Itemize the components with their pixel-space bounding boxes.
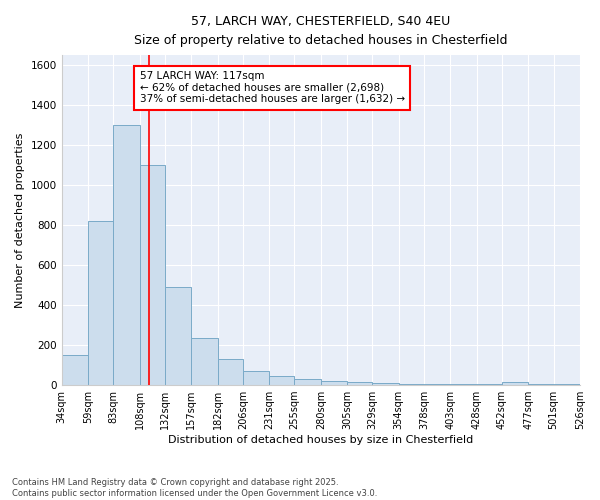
Bar — [165, 287, 191, 385]
Bar — [88, 221, 113, 385]
Bar — [140, 165, 165, 385]
Y-axis label: Number of detached properties: Number of detached properties — [15, 132, 25, 308]
Bar — [373, 383, 399, 385]
Bar — [191, 338, 218, 385]
X-axis label: Distribution of detached houses by size in Chesterfield: Distribution of detached houses by size … — [168, 435, 473, 445]
Text: Contains HM Land Registry data © Crown copyright and database right 2025.
Contai: Contains HM Land Registry data © Crown c… — [12, 478, 377, 498]
Bar — [477, 384, 502, 385]
Bar — [295, 379, 321, 385]
Bar — [218, 359, 243, 385]
Bar — [62, 355, 88, 385]
Title: 57, LARCH WAY, CHESTERFIELD, S40 4EU
Size of property relative to detached house: 57, LARCH WAY, CHESTERFIELD, S40 4EU Siz… — [134, 15, 508, 47]
Bar — [269, 376, 295, 385]
Bar — [451, 384, 477, 385]
Bar — [554, 384, 580, 385]
Bar — [243, 371, 269, 385]
Bar — [424, 384, 451, 385]
Bar — [321, 381, 347, 385]
Bar — [113, 125, 140, 385]
Bar — [347, 382, 373, 385]
Bar — [529, 384, 554, 385]
Bar — [502, 382, 529, 385]
Bar — [399, 384, 424, 385]
Text: 57 LARCH WAY: 117sqm
← 62% of detached houses are smaller (2,698)
37% of semi-de: 57 LARCH WAY: 117sqm ← 62% of detached h… — [140, 71, 405, 104]
